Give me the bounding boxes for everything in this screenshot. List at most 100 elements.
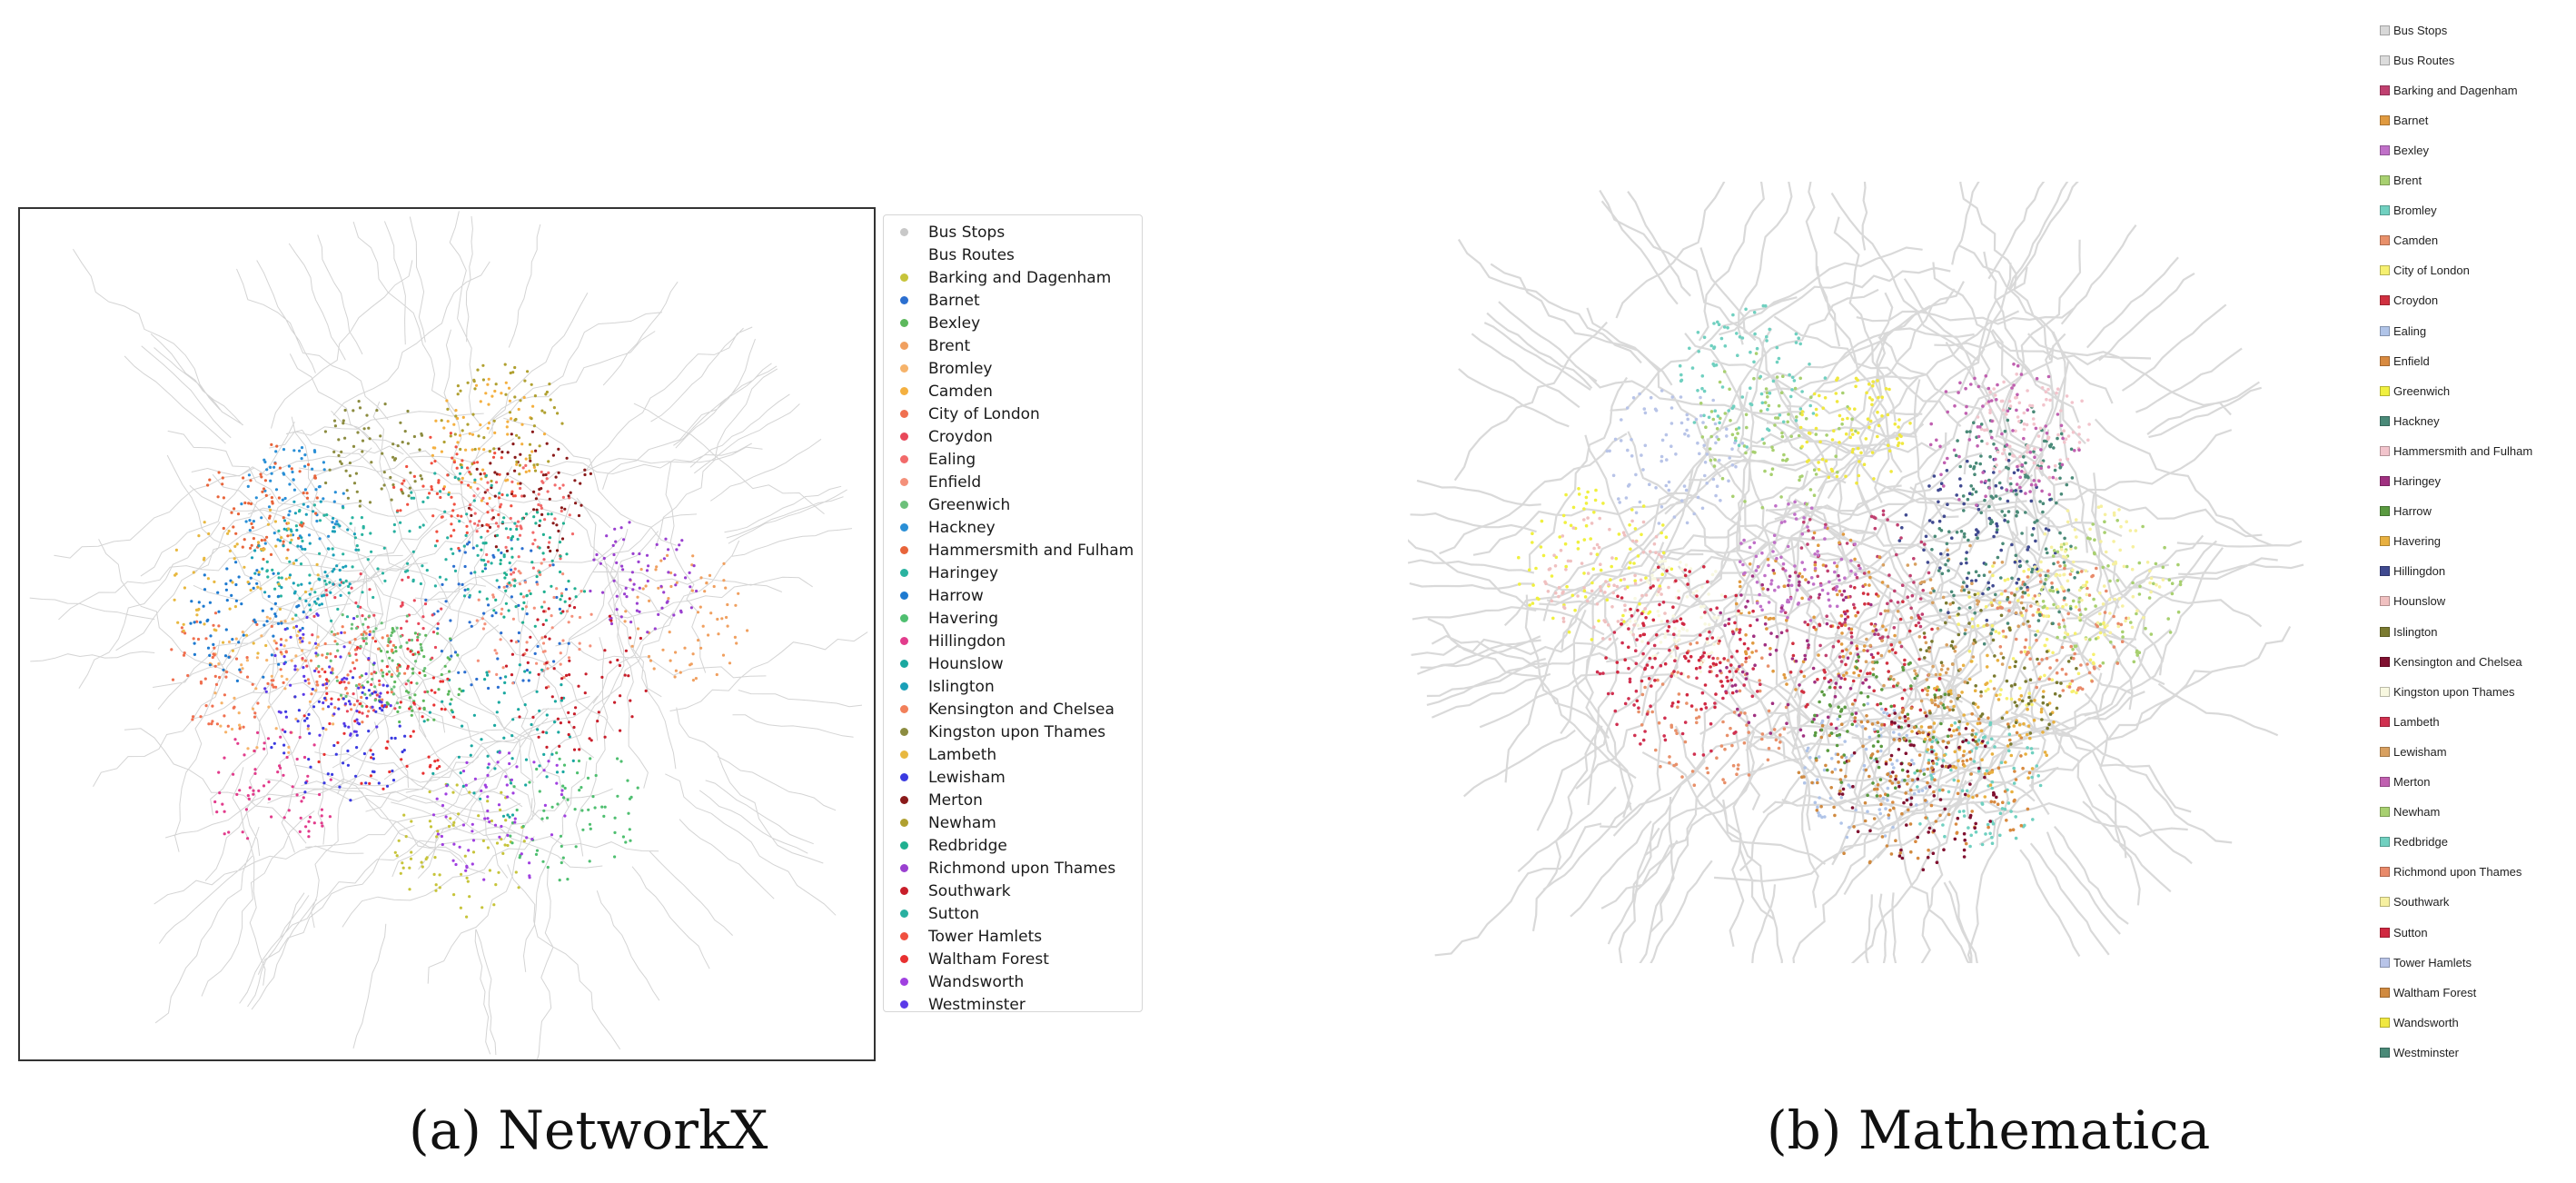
legend-item-hammersmith-and-fulham: Hammersmith and Fulham	[2380, 441, 2532, 461]
legend-marker	[900, 387, 908, 395]
legend-marker	[900, 478, 908, 486]
legend-marker	[900, 660, 908, 668]
legend-marker	[900, 1000, 908, 1009]
legend-item-camden: Camden	[2380, 231, 2438, 251]
legend-swatch	[2380, 807, 2390, 818]
legend-label: Haringey	[928, 563, 998, 582]
legend-label: Ealing	[928, 450, 976, 469]
legend-item-waltham-forest: Waltham Forest	[2380, 982, 2476, 1002]
legend-marker	[900, 569, 908, 577]
legend-label: Southwark	[2393, 895, 2450, 910]
bus-routes-layer	[29, 211, 868, 1059]
legend-label: Harrow	[928, 586, 984, 605]
legend-label: Croydon	[2393, 293, 2439, 308]
legend-label: Lambeth	[928, 745, 997, 764]
legend-marker	[900, 455, 908, 463]
legend-marker	[900, 432, 908, 441]
legend-item-hackney: Hackney	[884, 516, 996, 539]
legend-item-westminster: Westminster	[2380, 1042, 2459, 1062]
legend-item-havering: Havering	[884, 607, 998, 630]
legend-label: Bus Stops	[928, 223, 1006, 242]
legend-item-bus-routes: Bus Routes	[884, 244, 1015, 266]
legend-label: Sutton	[928, 904, 980, 923]
legend-item-lambeth: Lambeth	[884, 743, 996, 766]
legend-item-bus-routes: Bus Routes	[2380, 50, 2454, 70]
legend-label: Croydon	[928, 427, 993, 446]
legend-label: City of London	[2393, 263, 2470, 278]
legend-item-bexley: Bexley	[2380, 140, 2429, 160]
legend-item-tower-hamlets: Tower Hamlets	[884, 925, 1042, 948]
legend-swatch	[2380, 897, 2390, 908]
networkx-caption: (a) NetworkX	[409, 1099, 768, 1161]
legend-label: Bromley	[2393, 204, 2437, 218]
legend-swatch	[2380, 746, 2390, 757]
legend-marker	[900, 705, 908, 713]
mathematica-legend: Bus Stops Bus Routes Barking and Dagenham B…	[2380, 20, 2571, 1074]
legend-label: Barking and Dagenham	[928, 268, 1112, 287]
legend-item-newham: Newham	[2380, 802, 2440, 822]
legend-item-merton: Merton	[2380, 772, 2430, 792]
legend-marker	[900, 682, 908, 691]
legend-label: Redbridge	[928, 836, 1007, 855]
legend-label: Redbridge	[2393, 835, 2448, 850]
legend-item-wandsworth: Wandsworth	[884, 970, 1024, 993]
legend-label: Bexley	[2393, 143, 2430, 157]
legend-item-southwark: Southwark	[884, 880, 1011, 902]
legend-label: Kingston upon Thames	[2393, 684, 2515, 699]
legend-swatch	[2380, 144, 2390, 155]
legend-item-bromley: Bromley	[2380, 201, 2437, 221]
legend-label: Camden	[928, 382, 993, 401]
legend-swatch	[2380, 927, 2390, 938]
legend-marker	[900, 319, 908, 327]
legend-swatch	[2380, 626, 2390, 637]
legend-marker	[900, 887, 908, 895]
networkx-plot-frame	[18, 207, 876, 1061]
legend-swatch	[2380, 536, 2390, 547]
legend-swatch	[2380, 716, 2390, 727]
legend-label: Havering	[928, 609, 998, 628]
legend-swatch	[2380, 987, 2390, 998]
legend-swatch	[2380, 686, 2390, 697]
legend-label: Bus Routes	[928, 245, 1015, 264]
legend-label: Kensington and Chelsea	[928, 700, 1115, 719]
legend-item-barnet: Barnet	[2380, 110, 2428, 130]
legend-label: Wandsworth	[928, 972, 1025, 991]
legend-label: Hounslow	[928, 654, 1004, 673]
legend-item-hounslow: Hounslow	[2380, 592, 2445, 611]
legend-label: Greenwich	[928, 495, 1011, 514]
legend-swatch	[2380, 385, 2390, 396]
legend-item-tower-hamlets: Tower Hamlets	[2380, 952, 2472, 972]
legend-swatch	[2380, 957, 2390, 968]
legend-label: Bus Stops	[2393, 23, 2448, 37]
legend-swatch	[2380, 205, 2390, 216]
legend-label: Merton	[928, 790, 983, 810]
bus-routes-layer	[1408, 182, 2304, 963]
legend-swatch	[2380, 25, 2390, 35]
legend-label: Brent	[928, 336, 971, 355]
legend-swatch	[2380, 566, 2390, 577]
legend-label: Camden	[2393, 234, 2439, 248]
legend-label: Southwark	[928, 881, 1011, 900]
legend-item-ealing: Ealing	[2380, 321, 2426, 341]
legend-marker	[900, 796, 908, 804]
legend-item-sutton: Sutton	[884, 902, 979, 925]
legend-item-brent: Brent	[884, 334, 970, 357]
legend-item-hammersmith-and-fulham: Hammersmith and Fulham	[884, 539, 1134, 562]
legend-label: Hammersmith and Fulham	[2393, 443, 2533, 458]
mathematica-panel	[1272, 0, 2576, 1183]
legend-label: Havering	[2393, 534, 2442, 549]
legend-marker	[900, 728, 908, 736]
legend-marker	[900, 637, 908, 645]
legend-item-hillingdon: Hillingdon	[884, 630, 1006, 652]
legend-label: Barnet	[928, 291, 980, 310]
legend-item-hillingdon: Hillingdon	[2380, 562, 2445, 582]
legend-marker	[900, 932, 908, 940]
legend-swatch	[2380, 837, 2390, 848]
legend-label: Enfield	[2393, 353, 2430, 368]
legend-marker	[900, 841, 908, 850]
legend-item-lewisham: Lewisham	[884, 766, 1006, 789]
legend-marker	[900, 251, 908, 259]
legend-item-barking-and-dagenham: Barking and Dagenham	[884, 266, 1111, 289]
legend-item-kensington-and-chelsea: Kensington and Chelsea	[2380, 651, 2522, 671]
legend-label: Wandsworth	[2393, 1015, 2459, 1029]
